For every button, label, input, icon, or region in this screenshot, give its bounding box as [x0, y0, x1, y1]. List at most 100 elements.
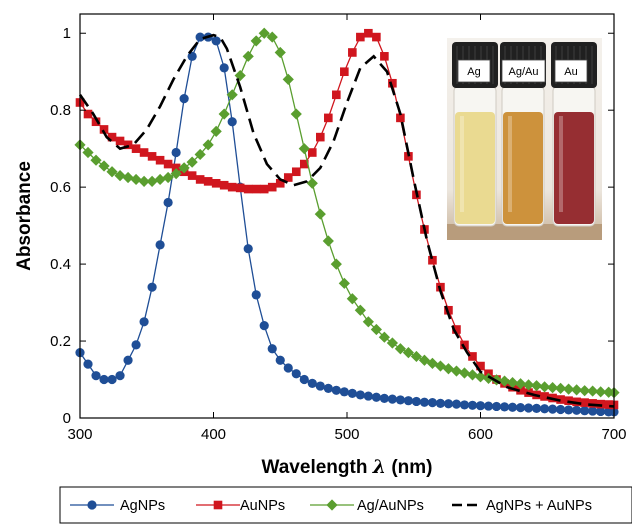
y-tick-label: 0 — [63, 410, 71, 427]
data-point-agnps — [459, 400, 470, 410]
data-point-aunps — [380, 52, 389, 61]
data-point-aunps — [396, 113, 405, 123]
data-point-ag-aunps — [458, 367, 471, 379]
data-point-ag-aunps — [146, 175, 158, 187]
data-point-ag-aunps — [474, 371, 487, 383]
data-point-agnps — [347, 388, 357, 398]
series-ag-aunps — [74, 27, 620, 399]
data-point-agnps — [379, 393, 389, 403]
data-point-agnps — [323, 383, 333, 393]
data-point-ag-aunps — [538, 381, 551, 393]
data-point-aunps — [203, 177, 213, 186]
data-point-ag-aunps — [386, 337, 398, 349]
data-point-ag-aunps — [571, 384, 583, 396]
data-point-aunps — [452, 325, 461, 334]
data-point-agnps — [147, 282, 157, 292]
data-point-ag-aunps — [130, 173, 142, 186]
vial-label-box-ag — [457, 59, 491, 83]
data-point-agnps — [572, 405, 582, 415]
vial-highlight — [508, 116, 512, 212]
data-point-agnps — [507, 402, 518, 412]
data-point-agnps — [107, 374, 117, 385]
data-point-ag-aunps — [282, 73, 294, 86]
data-point-aunps — [275, 178, 285, 188]
data-point-ag-aunps — [250, 35, 262, 47]
data-point-ag-aunps — [114, 170, 126, 182]
data-point-ag-aunps — [106, 166, 118, 178]
data-point-aunps — [307, 148, 317, 157]
data-point-aunps — [604, 400, 613, 409]
data-point-agnps — [259, 321, 269, 331]
data-point-aunps — [468, 352, 477, 361]
legend-entry-ag-aunps: Ag/AuNPs — [310, 498, 424, 514]
data-point-agnps — [371, 392, 381, 402]
data-point-aunps — [340, 67, 349, 77]
data-point-aunps — [259, 184, 269, 194]
data-point-aunps — [460, 340, 469, 350]
data-point-agnps — [299, 374, 309, 385]
data-point-agnps — [275, 355, 285, 365]
data-point-agnps — [387, 394, 397, 404]
data-point-ag-aunps — [514, 378, 527, 390]
x-tick-label: 600 — [468, 426, 493, 443]
y-tick-label: 0.8 — [50, 102, 71, 119]
data-point-agnps — [547, 404, 558, 414]
data-point-agnps — [435, 398, 446, 408]
x-axis-title-unit: (nm) — [391, 457, 432, 478]
data-point-aunps — [283, 173, 293, 182]
x-axis-title-word: Wavelength — [262, 457, 368, 478]
data-point-aunps — [115, 136, 125, 146]
data-point-aunps — [372, 32, 381, 42]
data-point-ag-aunps — [82, 146, 94, 159]
data-point-ag-aunps — [234, 69, 246, 82]
data-point-ag-aunps — [498, 375, 511, 387]
data-point-ag-aunps — [274, 46, 286, 59]
data-point-aunps — [580, 398, 589, 407]
x-tick-label: 500 — [334, 426, 359, 443]
data-point-agnps — [411, 396, 422, 407]
data-point-ag-aunps — [563, 383, 575, 395]
data-point-agnps — [403, 396, 414, 406]
data-point-ag-aunps — [394, 343, 406, 355]
data-point-aunps — [596, 399, 605, 409]
data-point-ag-aunps — [202, 139, 214, 151]
data-point-ag-aunps — [170, 168, 182, 180]
data-point-agnps — [291, 369, 301, 379]
data-point-aunps — [211, 178, 221, 188]
data-point-aunps — [356, 32, 365, 42]
legend-marker-aunps — [213, 500, 223, 510]
data-point-ag-aunps — [587, 385, 599, 397]
data-point-ag-aunps — [186, 156, 198, 168]
data-point-ag-aunps — [314, 208, 326, 220]
data-point-ag-aunps — [154, 173, 166, 186]
data-point-ag-aunps — [466, 369, 479, 381]
data-point-aunps — [155, 155, 165, 165]
data-point-ag-aunps — [218, 108, 230, 120]
data-point-ag-aunps — [595, 386, 607, 398]
y-axis-title: Absorbance — [14, 161, 35, 271]
x-axis-title-symbol: λ — [372, 456, 386, 478]
data-point-aunps — [123, 140, 133, 150]
data-point-agnps — [123, 355, 133, 365]
data-point-ag-aunps — [506, 377, 519, 389]
data-point-ag-aunps — [370, 323, 382, 336]
data-point-aunps — [332, 90, 341, 100]
data-point-aunps — [267, 182, 277, 192]
data-point-agnps — [556, 404, 566, 415]
data-point-aunps — [588, 399, 597, 408]
data-point-agnps — [131, 340, 141, 350]
data-point-ag-aunps — [346, 293, 358, 305]
data-point-agnps — [363, 391, 373, 401]
ticks-layer: 300 400 500 600 700 0 0.2 0.4 0.6 0.8 1 — [50, 14, 627, 443]
data-point-aunps — [139, 148, 149, 157]
legend-entry-agnps: AgNPs — [70, 498, 165, 514]
data-point-ag-aunps — [354, 304, 366, 316]
data-point-agnps — [339, 387, 349, 397]
data-point-aunps — [348, 48, 357, 57]
data-point-ag-aunps — [555, 382, 567, 394]
data-point-agnps — [139, 317, 149, 327]
data-point-agnps — [539, 404, 550, 414]
y-tick-label: 0.6 — [50, 179, 71, 196]
data-point-agnps — [427, 398, 438, 408]
data-point-ag-aunps — [603, 386, 615, 398]
